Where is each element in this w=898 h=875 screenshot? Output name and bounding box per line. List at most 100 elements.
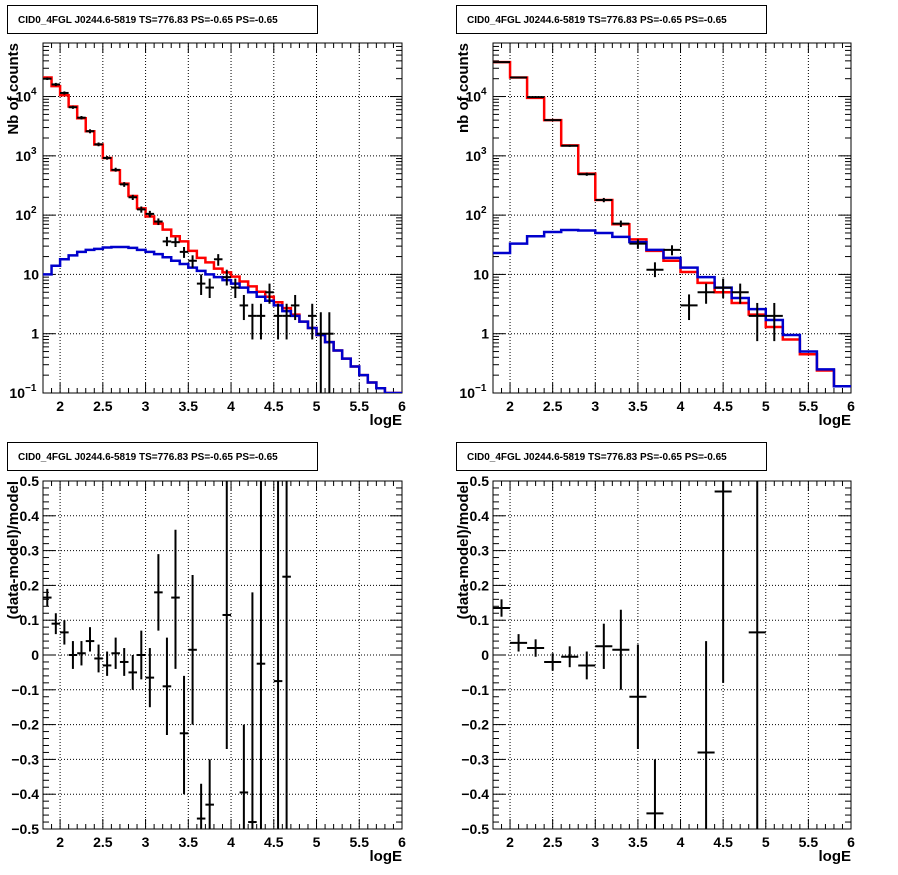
y-tick-exponent: −1 (25, 383, 37, 394)
data-point (663, 245, 681, 256)
x-tick-label: 5.5 (350, 834, 370, 850)
x-tick-label: 2.5 (93, 834, 113, 850)
x-tick-label: 4.5 (713, 834, 733, 850)
data-point (196, 274, 206, 295)
y-tick-label: −0.3 (461, 751, 489, 767)
x-tick-label: 2.5 (543, 398, 563, 414)
x-tick-label: 6 (847, 834, 855, 850)
data-point (188, 574, 197, 725)
y-tick-label: 1 (31, 326, 39, 342)
data-point (119, 648, 129, 676)
data-point (731, 283, 749, 304)
y-tick-label: 0.3 (470, 543, 490, 559)
x-tick-label: 6 (847, 398, 855, 414)
y-axis-label: (data-model)/model (5, 481, 22, 619)
y-tick-exponent: −1 (475, 383, 487, 394)
x-tick-label: 5 (313, 398, 321, 414)
data-point (595, 197, 613, 203)
x-tick-label: 6 (398, 398, 406, 414)
y-tick-label: −0.4 (461, 786, 489, 802)
data-point (205, 759, 214, 829)
data-point (612, 609, 630, 690)
x-tick-label: 5.5 (799, 834, 819, 850)
x-tick-label: 4 (677, 398, 685, 414)
x-tick-label: 2.5 (543, 834, 563, 850)
chart-panel-1: CID0_4FGL J0244.6-5819 TS=776.83 PS=-0.6… (455, 5, 855, 429)
x-tick-label: 4 (677, 834, 685, 850)
x-tick-label: 2 (56, 398, 64, 414)
x-tick-label: 3.5 (628, 834, 648, 850)
y-tick-label: 10 (459, 385, 475, 401)
x-axis-label: logE (819, 412, 852, 429)
data-point (239, 294, 249, 321)
data-point (629, 239, 647, 249)
data-point (273, 481, 283, 829)
y-tick-label: 0.4 (20, 508, 40, 524)
x-tick-label: 5 (762, 398, 770, 414)
x-tick-label: 4.5 (264, 398, 284, 414)
data-point (68, 641, 78, 669)
data-point (145, 210, 155, 218)
y-tick-exponent: 3 (481, 146, 487, 157)
data-point (290, 294, 300, 321)
x-tick-label: 2 (506, 398, 514, 414)
data-point (102, 651, 112, 676)
chart-title-box (7, 5, 318, 34)
data-point (561, 144, 579, 147)
y-axis-label: (data-model)/model (455, 481, 472, 619)
chart-panel-3: CID0_4FGL J0244.6-5819 TS=776.83 PS=-0.6… (455, 442, 855, 865)
y-tick-label: −0.2 (11, 717, 39, 733)
y-tick-label: 10 (9, 385, 25, 401)
plot-area (43, 76, 402, 393)
y-tick-label: 1 (481, 326, 489, 342)
data-point (162, 637, 172, 736)
plot-frame (42, 42, 403, 394)
x-tick-label: 3.5 (179, 398, 199, 414)
data-point (68, 105, 78, 109)
data-point (85, 129, 95, 134)
chart-title-box (7, 442, 318, 471)
chart-title: CID0_4FGL J0244.6-5819 TS=776.83 PS=-0.6… (467, 15, 727, 26)
data-point (748, 302, 766, 342)
x-tick-label: 5 (313, 834, 321, 850)
data-point (493, 599, 511, 617)
data-point (137, 630, 146, 680)
y-tick-label: −0.5 (11, 821, 39, 837)
data-point (561, 646, 579, 668)
data-point (188, 255, 197, 268)
data-point (111, 167, 120, 172)
chart-title: CID0_4FGL J0244.6-5819 TS=776.83 PS=-0.6… (18, 15, 278, 26)
y-tick-label: 10 (15, 207, 31, 223)
x-tick-label: 3.5 (628, 398, 648, 414)
total-model-histogram (43, 76, 402, 393)
data-point (128, 655, 138, 690)
x-tick-label: 4.5 (264, 834, 284, 850)
data-point (265, 283, 274, 304)
x-tick-label: 2 (56, 834, 64, 850)
data-point (205, 278, 214, 299)
y-tick-label: 10 (465, 207, 481, 223)
data-point (527, 639, 545, 657)
data-point (171, 237, 180, 248)
x-tick-label: 5.5 (350, 398, 370, 414)
y-tick-label: 0 (481, 647, 489, 663)
y-tick-label: 0.4 (470, 508, 490, 524)
data-point (222, 481, 232, 749)
y-tick-label: −0.5 (461, 821, 489, 837)
chart-title-box (456, 442, 767, 471)
data-point (282, 303, 291, 340)
x-tick-label: 2 (506, 834, 514, 850)
y-tick-label: 10 (23, 266, 39, 282)
x-axis-label: logE (370, 412, 403, 429)
data-point (231, 278, 240, 299)
data-point (94, 142, 103, 147)
data-point (646, 759, 664, 829)
chart-title-box (456, 5, 767, 34)
data-point (102, 156, 112, 160)
plot-area (493, 481, 766, 829)
y-tick-label: 10 (473, 266, 489, 282)
data-point (697, 283, 715, 304)
y-tick-label: −0.4 (11, 786, 39, 802)
data-point (145, 648, 155, 708)
